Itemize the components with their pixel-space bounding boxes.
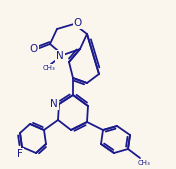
- Text: O: O: [30, 44, 38, 54]
- Text: O: O: [74, 18, 82, 28]
- Text: CH₃: CH₃: [138, 160, 150, 166]
- Text: F: F: [17, 149, 23, 159]
- Text: N: N: [50, 99, 58, 109]
- Text: CH₃: CH₃: [43, 65, 55, 71]
- Text: N: N: [56, 51, 64, 61]
